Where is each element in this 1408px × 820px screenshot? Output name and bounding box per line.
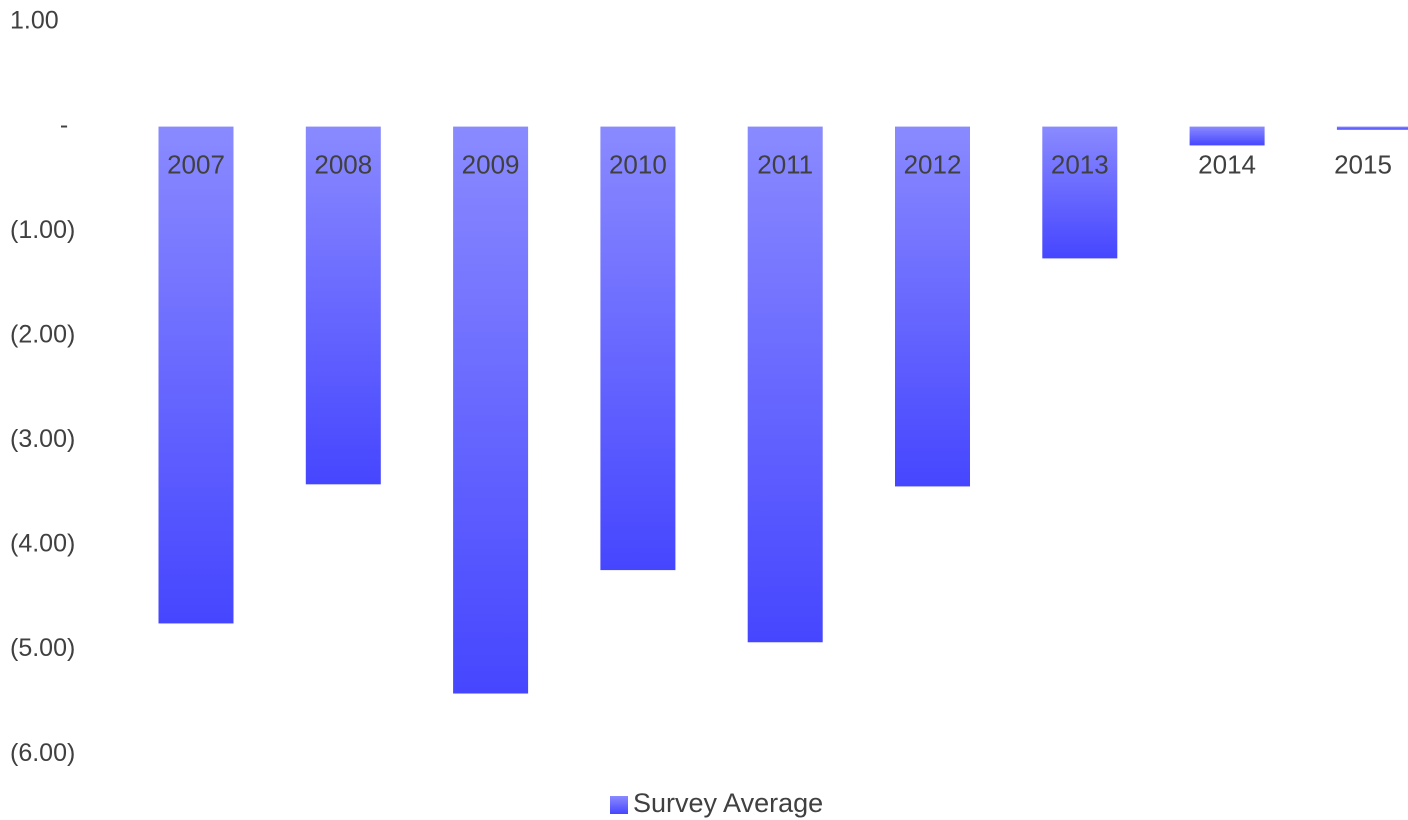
y-tick-label: (6.00) [10,739,75,767]
y-tick-label: 1.00 [10,7,59,35]
y-tick-label: (5.00) [10,634,75,662]
bar-2014 [1189,126,1265,146]
bars-group [158,126,1408,694]
bar-2010 [600,126,676,571]
y-tick-label: (1.00) [10,216,75,244]
x-tick-label-2008: 2008 [314,150,372,180]
x-tick-label-2014: 2014 [1198,150,1256,180]
x-axis-tick-labels: 2007 2008 2009 2010 2011 2012 2013 2014 2015 [167,150,1392,180]
legend-swatch-survey-average [610,796,628,814]
bar-2007 [158,126,234,624]
x-tick-label-2015: 2015 [1334,150,1392,180]
x-tick-label-2009: 2009 [462,150,520,180]
y-tick-label: (2.00) [10,320,75,348]
bar-2012 [895,126,970,487]
bar-2011 [747,126,823,643]
x-tick-label-2011: 2011 [757,150,813,180]
bar-2013 [1042,126,1118,259]
legend: Survey Average [610,788,823,818]
bar-2015 [1336,126,1408,130]
bar-2009 [453,126,529,694]
x-tick-label-2013: 2013 [1051,150,1109,180]
bar-2008 [305,126,381,485]
legend-label-survey-average: Survey Average [633,788,823,818]
x-tick-label-2010: 2010 [609,150,667,180]
y-tick-label: - [60,111,68,139]
y-tick-label: (3.00) [10,425,75,453]
x-tick-label-2007: 2007 [167,150,225,180]
y-axis-tick-labels: 1.00 - (1.00) (2.00) (3.00) (4.00) (5.00) (6.00… [10,7,75,767]
x-tick-label-2012: 2012 [904,150,962,180]
y-tick-label: (4.00) [10,530,75,558]
